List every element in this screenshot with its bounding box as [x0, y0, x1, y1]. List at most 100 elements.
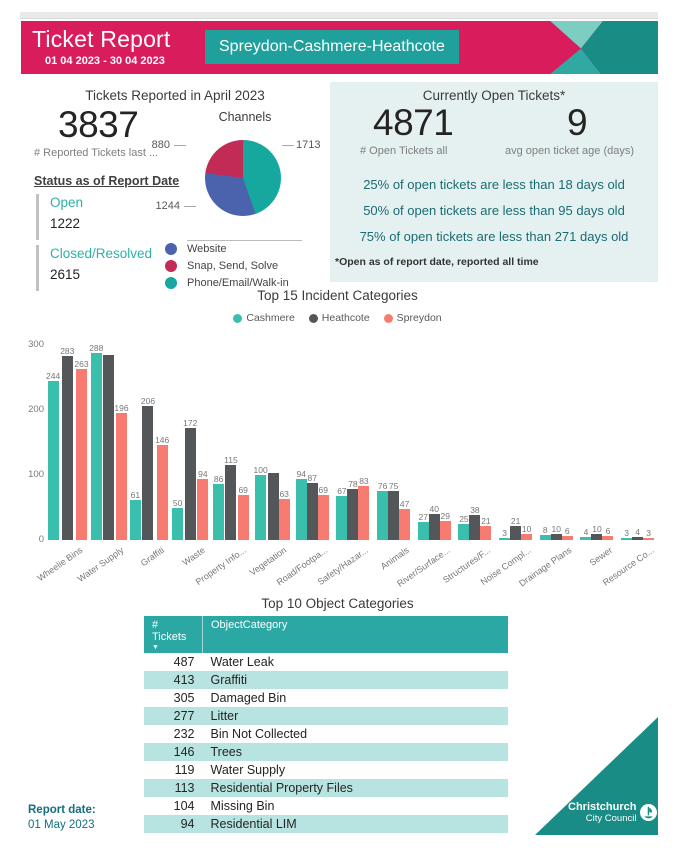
bar-spreydon[interactable]	[480, 526, 492, 540]
table-row[interactable]: 146 Trees	[144, 743, 508, 761]
bar-heathcote[interactable]	[267, 473, 279, 540]
bar-heathcote[interactable]	[142, 406, 154, 540]
bar-heathcote[interactable]	[510, 526, 522, 540]
bar-group-10[interactable]: 27 40 29	[414, 504, 455, 540]
bar-spreydon[interactable]	[115, 412, 127, 540]
bar-heathcote[interactable]	[225, 465, 237, 540]
bar-group-11[interactable]: 25 38 21	[455, 505, 496, 540]
bar-value-label: 146	[155, 435, 170, 446]
x-axis-tick-label: Waste	[180, 545, 207, 568]
table-row[interactable]: 487 Water Leak	[144, 653, 508, 671]
table-row[interactable]: 104 Missing Bin	[144, 797, 508, 815]
bar-group-2[interactable]: 288 196	[89, 343, 130, 540]
channels-legend-item[interactable]: Phone/Email/Walk-in	[165, 275, 289, 291]
report-date-block: Report date: 01 May 2023	[28, 804, 96, 831]
bar-heathcote[interactable]	[632, 537, 644, 540]
channels-legend-item[interactable]: Snap, Send, Solve	[165, 258, 289, 274]
bar-heathcote[interactable]	[469, 515, 481, 540]
bar-group-14[interactable]: 4 10 6	[577, 524, 618, 540]
bar-cashmere[interactable]	[90, 352, 102, 540]
bar-spreydon[interactable]	[602, 536, 614, 540]
bar-spreydon[interactable]	[237, 495, 249, 540]
bar-cashmere[interactable]	[377, 490, 389, 540]
bar-group-5[interactable]: 86 115 69	[211, 455, 252, 540]
incident-legend-item[interactable]: Heathcote	[308, 312, 370, 324]
channels-pie-chart[interactable]	[205, 140, 281, 216]
bar-value-label: 115	[224, 455, 238, 466]
bar-cashmere[interactable]	[499, 538, 511, 540]
bar-group-4[interactable]: 50 172 94	[170, 418, 211, 540]
category-column-header[interactable]: ObjectCategory	[202, 616, 508, 653]
bar-cashmere[interactable]	[336, 496, 348, 540]
table-row[interactable]: 113 Residential Property Files	[144, 779, 508, 797]
table-row[interactable]: 277 Litter	[144, 707, 508, 725]
bar-heathcote[interactable]	[388, 491, 400, 540]
table-row[interactable]: 305 Damaged Bin	[144, 689, 508, 707]
bar-group-7[interactable]: 94 87 69	[292, 469, 333, 540]
bar-value-label: 4	[583, 527, 589, 538]
incident-legend-item[interactable]: Spreydon	[383, 312, 442, 324]
bar-heathcote[interactable]	[347, 489, 359, 540]
bar-spreydon[interactable]	[561, 536, 573, 540]
y-axis-tick-label: 300	[28, 339, 44, 350]
bar-group-3[interactable]: 61 206 146	[129, 396, 170, 540]
bar-cashmere[interactable]	[621, 538, 633, 540]
bar-group-9[interactable]: 76 75 47	[373, 481, 414, 540]
bar-spreydon[interactable]	[643, 538, 655, 540]
bar-cashmere[interactable]	[458, 523, 470, 540]
bar-spreydon[interactable]	[75, 369, 87, 540]
bar-value-label: 83	[359, 476, 369, 487]
bar-spreydon[interactable]	[278, 499, 290, 540]
bar-heathcote[interactable]	[428, 514, 440, 540]
bar-group-1[interactable]: 244 283 263	[46, 346, 89, 540]
bar-cashmere[interactable]	[255, 475, 267, 540]
channels-legend-item[interactable]: Website	[165, 241, 289, 257]
bar-cashmere[interactable]	[172, 507, 184, 540]
council-logo: Christchurch City Council	[568, 801, 658, 824]
bar-spreydon[interactable]	[358, 486, 370, 540]
bar-heathcote[interactable]	[103, 354, 115, 540]
bar-spreydon[interactable]	[197, 478, 209, 540]
bar-cashmere[interactable]	[539, 534, 551, 540]
bar-group-8[interactable]: 67 78 83	[333, 476, 374, 540]
page-title: Ticket Report	[32, 26, 171, 52]
bar-heathcote[interactable]	[61, 356, 73, 540]
object-category-cell: Trees	[202, 743, 508, 761]
bar-group-6[interactable]: 100 63	[251, 463, 292, 540]
incident-legend-item[interactable]: Cashmere	[233, 312, 295, 324]
table-row[interactable]: 119 Water Supply	[144, 761, 508, 779]
ticket-count-cell: 113	[144, 779, 203, 797]
bar-spreydon[interactable]	[399, 509, 411, 540]
tickets-column-header[interactable]: # Tickets ▼	[144, 616, 203, 653]
bar-cashmere[interactable]	[129, 500, 141, 540]
bar-spreydon[interactable]	[521, 533, 533, 540]
bar-cashmere[interactable]	[580, 537, 592, 540]
bar-cashmere[interactable]	[417, 522, 429, 540]
bar-group-12[interactable]: 3 21 10	[495, 516, 536, 540]
bar-spreydon[interactable]	[439, 521, 451, 540]
table-row[interactable]: 94 Residential LIM	[144, 815, 508, 833]
bar-heathcote[interactable]	[550, 533, 562, 540]
bar-heathcote[interactable]	[306, 483, 318, 540]
bar-value-label: 21	[481, 516, 491, 527]
bar-cashmere[interactable]	[213, 484, 225, 540]
bar-value-label: 78	[348, 479, 358, 490]
bar-spreydon[interactable]	[317, 495, 329, 540]
incident-chart-plot: 244 283 263 288 196 61 206 146 50 172 94 86 115 69 100…	[46, 343, 658, 540]
x-axis-category: Animals	[372, 541, 413, 599]
bar-cashmere[interactable]	[295, 478, 307, 540]
percentile-lines: 25% of open tickets are less than 18 day…	[330, 172, 658, 250]
table-row[interactable]: 413 Graffiti	[144, 671, 508, 689]
bar-group-13[interactable]: 8 10 6	[536, 524, 577, 540]
bar-value-label: 10	[521, 523, 532, 534]
bar-spreydon[interactable]	[156, 445, 168, 540]
bar-value-label: 6	[605, 526, 611, 537]
bar-heathcote[interactable]	[591, 533, 603, 540]
bar-heathcote[interactable]	[184, 428, 196, 540]
bar-cashmere[interactable]	[47, 381, 59, 540]
x-axis-tick-label: Animals	[378, 545, 411, 572]
table-row[interactable]: 232 Bin Not Collected	[144, 725, 508, 743]
bar-value-label: 86	[213, 474, 224, 485]
